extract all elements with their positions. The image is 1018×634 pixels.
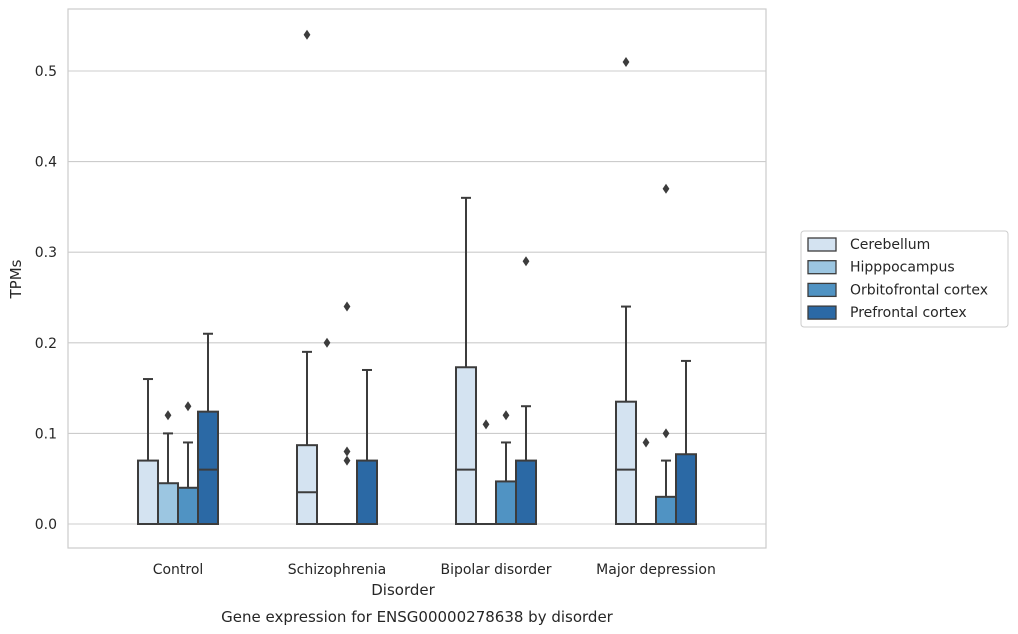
y-tick-label: 0.0	[35, 517, 57, 533]
box-3-2	[515, 256, 537, 525]
outlier-point	[184, 401, 192, 412]
legend-swatch	[807, 305, 837, 320]
box-1-0	[157, 410, 179, 526]
box-0-3	[615, 56, 637, 525]
box-body	[177, 486, 199, 526]
y-tick-label: 0.1	[35, 426, 57, 442]
box-body	[137, 459, 159, 525]
outlier-point	[502, 410, 510, 421]
y-tick-label: 0.2	[35, 336, 57, 352]
outlier-point	[642, 437, 650, 448]
outlier-point	[343, 455, 351, 466]
box-3-0	[197, 332, 219, 526]
box-3-1	[356, 368, 378, 525]
outlier-point	[662, 428, 670, 439]
outlier-point	[303, 29, 311, 40]
legend-label: Prefrontal cortex	[850, 305, 967, 321]
legend-label: Cerebellum	[850, 237, 930, 253]
figure-caption: Gene expression for ENSG00000278638 by d…	[221, 608, 614, 626]
outlier-point	[522, 256, 530, 267]
x-tick-label: Schizophrenia	[288, 562, 386, 578]
legend-swatch	[807, 237, 837, 252]
y-axis-label: TPMs	[7, 259, 25, 299]
plot-area	[67, 8, 767, 549]
outlier-point	[662, 183, 670, 194]
box-body	[197, 410, 219, 526]
box-3-3	[675, 359, 697, 526]
box-0-2	[455, 196, 477, 525]
y-tick-label: 0.5	[35, 64, 57, 80]
legend-label: Hipppocampus	[850, 260, 955, 276]
outlier-point	[482, 419, 490, 430]
box-2-1	[336, 301, 358, 526]
outlier-point	[622, 56, 630, 67]
legend-label: Orbitofrontal cortex	[850, 282, 988, 298]
x-tick-label: Major depression	[596, 562, 716, 578]
legend-frame	[800, 230, 1009, 328]
x-tick-labels: Control Schizophrenia Bipolar disorder Majo…	[153, 562, 716, 578]
y-tick-label: 0.3	[35, 245, 57, 261]
x-tick-label: Bipolar disorder	[440, 562, 551, 578]
box-body	[455, 366, 477, 525]
box-body	[675, 453, 697, 526]
box-body	[157, 482, 179, 526]
legend-swatch	[807, 282, 837, 298]
x-tick-label: Control	[153, 562, 204, 578]
boxes	[137, 29, 697, 526]
y-tick-labels: 0.0 0.1 0.2 0.3 0.4 0.5	[35, 64, 57, 533]
box-body	[515, 459, 537, 525]
outlier-point	[323, 337, 331, 348]
legend: Cerebellum Hipppocampus Orbitofrontal cort…	[800, 230, 1009, 328]
box-0-1	[296, 29, 318, 526]
x-axis-label: Disorder	[371, 581, 435, 599]
legend-swatch	[807, 260, 837, 275]
box-body	[615, 400, 637, 525]
outlier-point	[343, 301, 351, 312]
box-body	[495, 480, 517, 525]
box-body	[296, 444, 318, 526]
outlier-point	[164, 410, 172, 421]
box-body	[655, 495, 677, 526]
outlier-point	[343, 446, 351, 457]
y-tick-label: 0.4	[35, 155, 57, 171]
box-body	[356, 459, 378, 525]
